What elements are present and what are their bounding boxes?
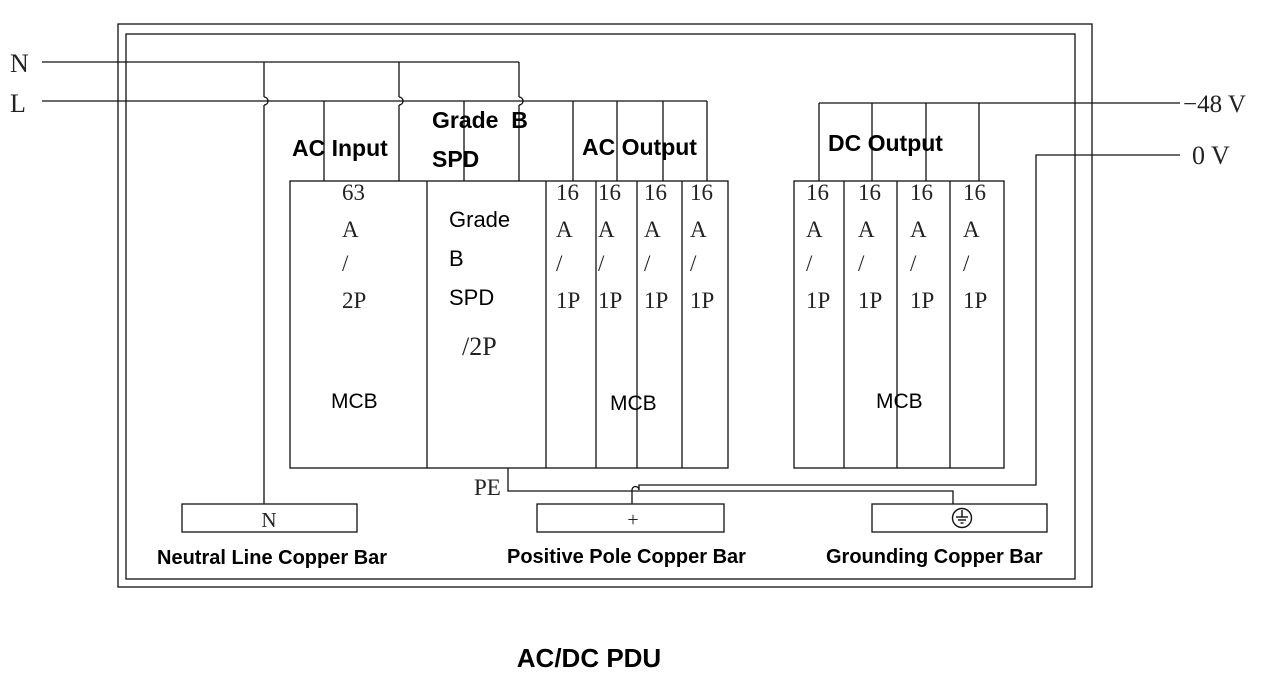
svg-text:A: A: [598, 217, 615, 242]
svg-text:1P: 1P: [858, 288, 882, 313]
diagram-caption: AC/DC PDU: [517, 643, 661, 673]
spd-name-line: SPD: [449, 285, 494, 310]
svg-text:/: /: [910, 251, 917, 276]
pe-label: PE: [474, 475, 501, 500]
svg-text:1P: 1P: [690, 288, 714, 313]
dc-negative-wiring: [818, 102, 1180, 181]
svg-text:16: 16: [690, 180, 713, 205]
svg-text:A: A: [644, 217, 661, 242]
ac-input-mcb-label: MCB: [331, 390, 378, 413]
svg-text:/: /: [598, 251, 605, 276]
dc-output-breaker-1: 16 A / 1P: [806, 180, 830, 313]
pe-wire: [507, 468, 954, 504]
svg-text:A: A: [806, 217, 823, 242]
positive-copper-bar: +: [536, 503, 725, 533]
spd-name-line: Grade: [449, 207, 510, 232]
spd-header-line1: Grade B: [432, 107, 528, 133]
spd-name-line: B: [449, 246, 464, 271]
dc-output-header: DC Output: [828, 130, 943, 156]
spd-header-line2: SPD: [432, 146, 479, 172]
positive-bar-symbol: +: [627, 509, 638, 531]
ac-output-header: AC Output: [582, 134, 697, 160]
svg-text:1P: 1P: [963, 288, 987, 313]
svg-text:A: A: [963, 217, 980, 242]
ac-breaker-block: [289, 180, 729, 469]
ac-output-breaker-4: 16 A / 1P: [690, 180, 714, 313]
svg-text:1P: 1P: [910, 288, 934, 313]
grounding-copper-bar: [871, 503, 1048, 533]
svg-text:A: A: [690, 217, 707, 242]
dc-negative-label: −48 V: [1183, 91, 1246, 118]
dc-zero-label: 0 V: [1192, 141, 1230, 170]
neutral-line-label: N: [10, 49, 29, 78]
dc-output-breaker-2: 16 A / 1P: [858, 180, 882, 313]
ground-icon: [951, 507, 973, 529]
ac-output-mcb-label: MCB: [610, 392, 657, 415]
ac-input-rating-line: /: [342, 251, 349, 276]
dc-output-mcb-label: MCB: [876, 390, 923, 413]
svg-text:16: 16: [858, 180, 881, 205]
svg-text:/: /: [556, 251, 563, 276]
ac-input-header: AC Input: [292, 135, 388, 161]
dc-output-breakers: 16 A / 1P 16 A / 1P 16 A / 1P 16 A / 1P …: [806, 180, 987, 413]
svg-text:16: 16: [963, 180, 986, 205]
live-wiring: [42, 100, 708, 181]
svg-text:/: /: [644, 251, 651, 276]
enclosure-outer: [117, 23, 1093, 588]
spd-poles: /2P: [462, 332, 497, 361]
ac-output-breakers: 16 A / 1P 16 A / 1P 16 A / 1P 16 A / 1P …: [556, 180, 714, 415]
svg-text:16: 16: [910, 180, 933, 205]
svg-text:/: /: [806, 251, 813, 276]
neutral-bar-label: Neutral Line Copper Bar: [157, 547, 387, 569]
dc-breaker-block: [793, 180, 1005, 469]
ac-input-breaker: 63 A / 2P MCB: [331, 180, 378, 413]
neutral-copper-bar: N: [181, 503, 358, 533]
svg-text:1P: 1P: [598, 288, 622, 313]
ac-input-rating-line: 63: [342, 180, 365, 205]
svg-text:A: A: [910, 217, 927, 242]
grounding-bar-label: Grounding Copper Bar: [826, 546, 1043, 568]
ac-input-rating-line: 2P: [342, 288, 366, 313]
svg-text:/: /: [858, 251, 865, 276]
spd-module: Grade B SPD /2P: [449, 207, 510, 361]
svg-text:16: 16: [598, 180, 621, 205]
dc-zero-wiring: [631, 154, 1180, 504]
live-line-label: L: [10, 89, 26, 118]
svg-text:1P: 1P: [806, 288, 830, 313]
svg-text:16: 16: [806, 180, 829, 205]
svg-text:16: 16: [556, 180, 579, 205]
svg-text:A: A: [858, 217, 875, 242]
ac-output-breaker-1: 16 A / 1P: [556, 180, 580, 313]
enclosure-inner: [125, 33, 1076, 580]
neutral-bar-symbol: N: [261, 508, 276, 532]
dc-output-breaker-4: 16 A / 1P: [963, 180, 987, 313]
svg-text:/: /: [963, 251, 970, 276]
ac-input-rating-line: A: [342, 217, 359, 242]
svg-text:16: 16: [644, 180, 667, 205]
ac-output-breaker-2: 16 A / 1P: [598, 180, 622, 313]
ac-output-breaker-3: 16 A / 1P: [644, 180, 668, 313]
svg-text:1P: 1P: [644, 288, 668, 313]
svg-text:1P: 1P: [556, 288, 580, 313]
svg-text:A: A: [556, 217, 573, 242]
svg-text:/: /: [690, 251, 697, 276]
dc-output-breaker-3: 16 A / 1P: [910, 180, 934, 313]
positive-bar-label: Positive Pole Copper Bar: [507, 546, 746, 568]
